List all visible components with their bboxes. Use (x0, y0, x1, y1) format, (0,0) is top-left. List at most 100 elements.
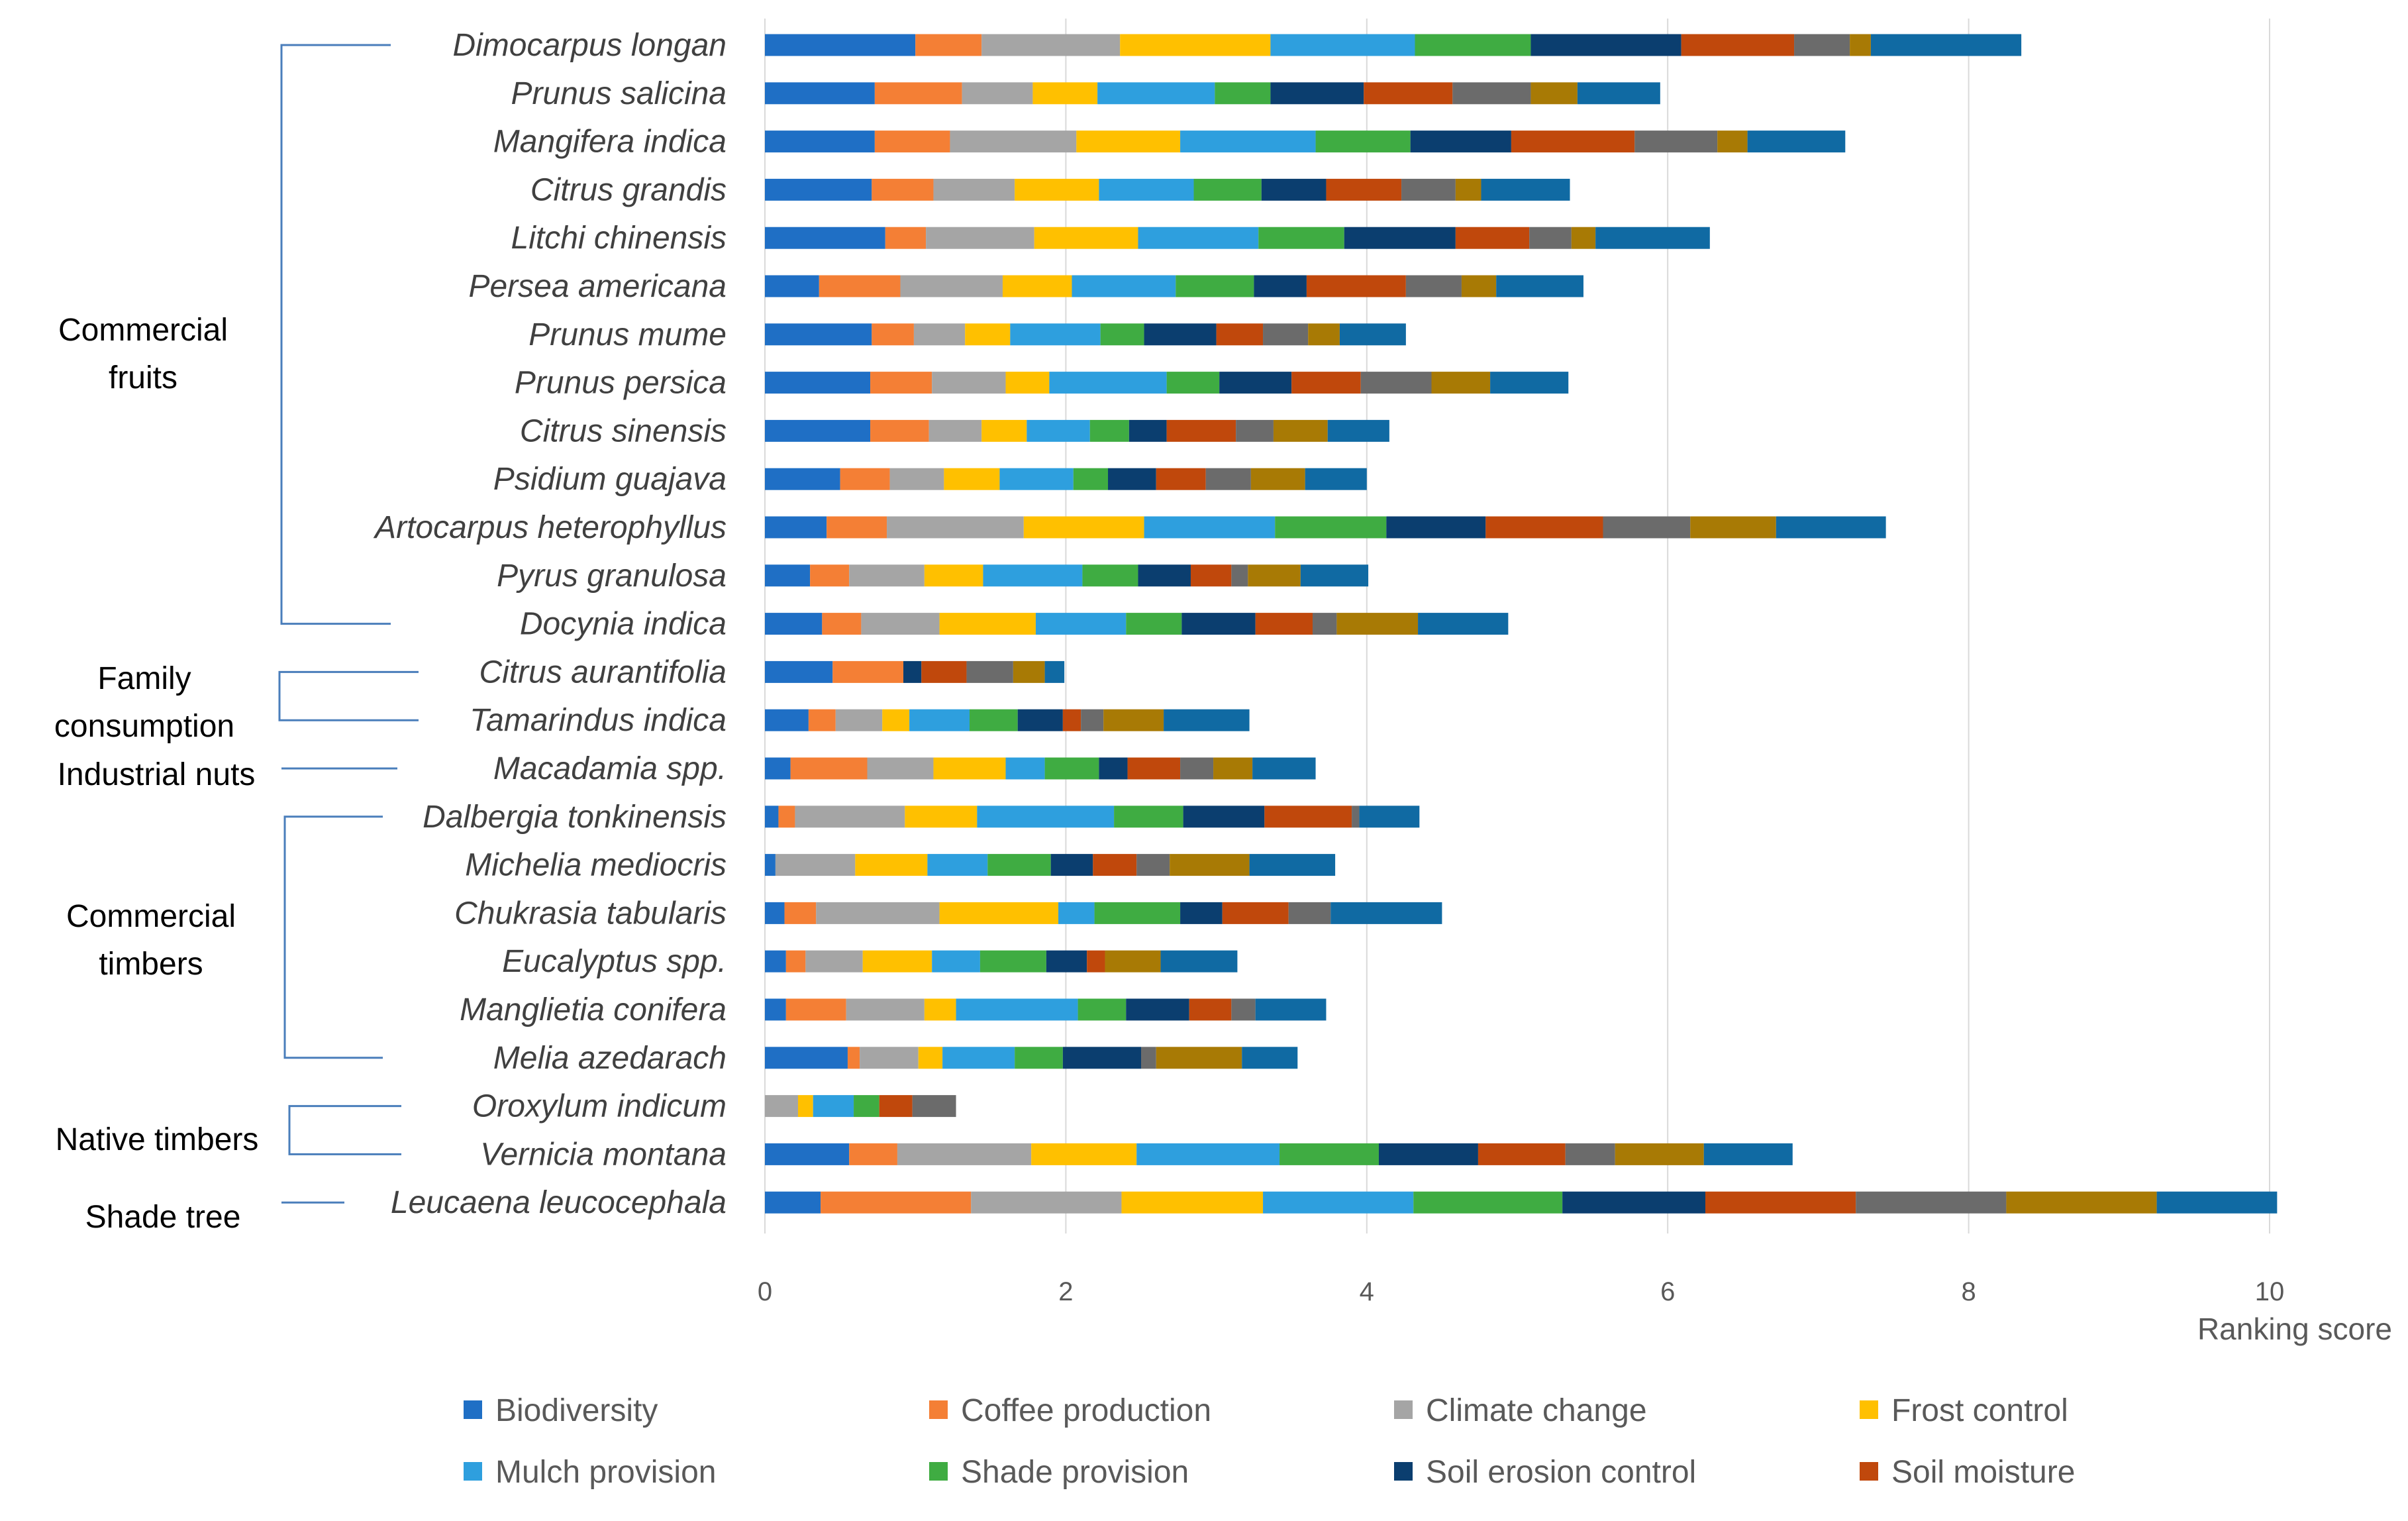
bar-segment (1279, 1143, 1379, 1165)
category-label: Eucalyptus spp. (502, 944, 727, 979)
category-label: Citrus aurantifolia (479, 655, 727, 690)
legend-swatch (929, 1400, 948, 1419)
bar-segment (999, 468, 1074, 490)
bar-segment (1255, 998, 1327, 1021)
bar-segment (1222, 902, 1289, 924)
category-label: Macadamia spp. (493, 751, 727, 786)
bar-segment (1087, 950, 1105, 972)
bar-segment (765, 998, 786, 1021)
category-label: Leucaena leucocephala (391, 1185, 727, 1220)
category-label: Psidium guajava (493, 462, 727, 497)
bar-segment (1485, 516, 1603, 539)
x-tick-label: 0 (758, 1277, 772, 1306)
bar-segment (1010, 323, 1101, 346)
bar-segment (874, 82, 962, 105)
bar-segment (1364, 82, 1453, 105)
bar-segment (1181, 613, 1256, 635)
legend-swatch (464, 1462, 482, 1481)
bar-segment (926, 227, 1034, 249)
bar-segment (1415, 34, 1531, 56)
x-tick-label: 4 (1360, 1277, 1374, 1306)
bar-segment (897, 1143, 1032, 1165)
bar-segment (882, 709, 910, 731)
bar-segment (1478, 1143, 1566, 1165)
bar-segment (1315, 131, 1411, 153)
bar-segment (965, 323, 1011, 346)
bar-segment (1166, 372, 1220, 394)
bar-segment (1615, 1143, 1704, 1165)
bar-segment (872, 178, 934, 201)
bar-segment (835, 709, 883, 731)
bar-segment (765, 323, 872, 346)
bar-segment (900, 275, 1003, 297)
category-label: Pyrus granulosa (497, 558, 727, 594)
bar-segment (1327, 419, 1389, 442)
bar-segment (785, 950, 806, 972)
bar-segment (872, 323, 914, 346)
bar-segment (1216, 323, 1264, 346)
bar-segment (1747, 131, 1846, 153)
bar-segment (1794, 34, 1850, 56)
bar-segment (784, 902, 817, 924)
bar-segment (1717, 131, 1748, 153)
bar-segment (1082, 564, 1138, 587)
bar-segment (1099, 757, 1128, 780)
bar-segment (1127, 757, 1181, 780)
bar-segment (1144, 323, 1217, 346)
bar-segment (1401, 178, 1456, 201)
bar-segment (1258, 227, 1344, 249)
group-label: Commercial (58, 313, 228, 348)
bar-segment (1183, 806, 1265, 828)
legend-swatch (464, 1400, 482, 1419)
bar-segment (765, 1095, 798, 1118)
bar-segment (1213, 757, 1253, 780)
bar-segment (1571, 227, 1596, 249)
bar-segment (1313, 613, 1337, 635)
bar-segment (1344, 227, 1456, 249)
bar-segment (966, 660, 1013, 683)
bar-segment (909, 709, 970, 731)
bar-segment (1275, 516, 1387, 539)
bar-segment (765, 564, 811, 587)
legend-swatch (1860, 1462, 1878, 1481)
bar-segment (1034, 227, 1138, 249)
bar-segment (827, 516, 887, 539)
bar-segment (860, 1047, 919, 1069)
bar-segment (1144, 516, 1276, 539)
bar-segment (887, 516, 1024, 539)
bar-segment (1126, 613, 1182, 635)
bar-segment (939, 613, 1036, 635)
bar-segment (1705, 1191, 1856, 1214)
bar-segment (1108, 468, 1156, 490)
group-label: Industrial nuts (58, 757, 256, 792)
bar-segment (1164, 709, 1250, 731)
category-label: Tamarindus indica (470, 703, 727, 738)
category-label: Citrus sinensis (520, 413, 727, 448)
bar-segment (822, 613, 862, 635)
bar-segment (879, 1095, 913, 1118)
bar-segment (1015, 178, 1099, 201)
bar-segment (1595, 227, 1710, 249)
bar-segment (1103, 709, 1164, 731)
bar-segment (913, 323, 966, 346)
bar-segment (1530, 34, 1681, 56)
bar-segment (765, 419, 871, 442)
legend-label: Climate change (1426, 1393, 1647, 1428)
bar-segment (821, 1191, 972, 1214)
bar-segment (795, 806, 905, 828)
group-label: Shade tree (85, 1200, 241, 1235)
bar-segment (1530, 82, 1578, 105)
bar-segment (1577, 82, 1660, 105)
bar-segment (1511, 131, 1635, 153)
bar-segment (1013, 660, 1045, 683)
bar-segment (870, 419, 929, 442)
bar-segment (846, 998, 925, 1021)
bar-segment (1062, 709, 1081, 731)
bar-segment (977, 806, 1115, 828)
bar-segment (1263, 323, 1309, 346)
bar-segment (2006, 1191, 2157, 1214)
bar-segment (1015, 1047, 1063, 1069)
bar-segment (979, 950, 1046, 972)
bar-segment (1114, 806, 1183, 828)
bar-segment (785, 998, 846, 1021)
